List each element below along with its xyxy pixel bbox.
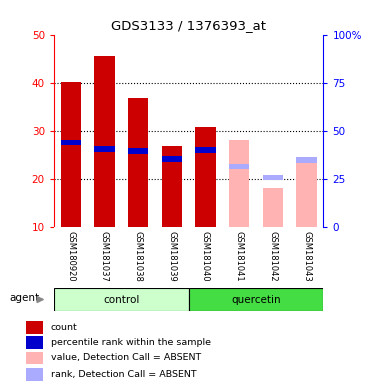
Text: agent: agent (10, 293, 40, 303)
Bar (263, 175, 283, 180)
Bar (162, 146, 182, 227)
Bar (263, 188, 283, 227)
Text: GSM181040: GSM181040 (201, 232, 210, 282)
FancyBboxPatch shape (189, 288, 323, 311)
Bar (128, 148, 148, 154)
Bar (296, 157, 316, 163)
Text: rank, Detection Call = ABSENT: rank, Detection Call = ABSENT (51, 370, 196, 379)
Text: GSM181043: GSM181043 (302, 232, 311, 282)
Text: percentile rank within the sample: percentile rank within the sample (51, 338, 211, 347)
Title: GDS3133 / 1376393_at: GDS3133 / 1376393_at (111, 19, 266, 32)
Text: GSM181041: GSM181041 (235, 232, 244, 282)
Bar (27, 368, 43, 381)
Bar (128, 98, 148, 227)
Bar (229, 164, 249, 169)
Text: control: control (103, 295, 139, 305)
Bar (27, 321, 43, 334)
Text: GSM181037: GSM181037 (100, 232, 109, 282)
Bar (196, 127, 216, 227)
FancyBboxPatch shape (54, 288, 189, 311)
Bar (296, 162, 316, 227)
Text: GSM181038: GSM181038 (134, 232, 142, 282)
Text: GSM181042: GSM181042 (268, 232, 277, 282)
Bar (27, 336, 43, 349)
Bar (61, 82, 81, 227)
Text: value, Detection Call = ABSENT: value, Detection Call = ABSENT (51, 353, 201, 362)
Bar (162, 157, 182, 162)
Text: GSM180920: GSM180920 (66, 232, 75, 282)
Text: GSM181039: GSM181039 (167, 232, 176, 282)
Text: count: count (51, 323, 77, 332)
Bar (196, 147, 216, 153)
Bar (27, 351, 43, 364)
Bar (94, 146, 115, 152)
Bar (94, 56, 115, 227)
Text: quercetin: quercetin (231, 295, 281, 305)
Bar (229, 140, 249, 227)
Bar (61, 140, 81, 146)
